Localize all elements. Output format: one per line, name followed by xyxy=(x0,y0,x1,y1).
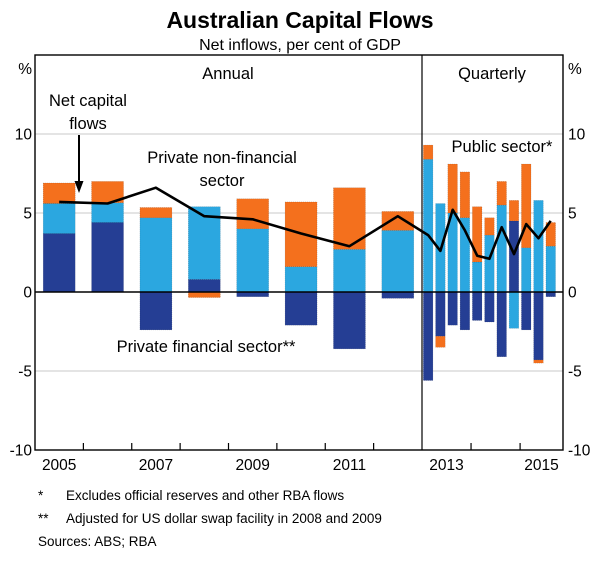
bar-segment-public xyxy=(423,144,434,160)
bar-segment-private_financial xyxy=(533,291,544,361)
bar-segment-public xyxy=(521,163,532,248)
svg-text:sector: sector xyxy=(200,172,245,190)
plot-geometry: 10 10 5 5 0 0 -5 -5 -10 -10 2005 2007 2009 2011 2013 20… xyxy=(10,54,591,474)
chart-labels: Australian Capital Flows Net inflows, pe… xyxy=(18,7,582,549)
y-tick-label-right: -10 xyxy=(568,443,591,460)
bar-segment-private_nonfinancial xyxy=(284,266,318,293)
y-tick-label-left: 10 xyxy=(15,127,33,144)
svg-text:flows: flows xyxy=(69,115,107,133)
x-tick-label: 2005 xyxy=(42,457,76,474)
x-tick-label: 2015 xyxy=(524,457,558,474)
y-tick-label-right: 0 xyxy=(568,285,577,302)
bar-segment-private_financial xyxy=(496,291,507,357)
chart-title: Australian Capital Flows xyxy=(166,7,433,33)
x-tick-label: 2007 xyxy=(139,457,173,474)
x-tick-label: 2011 xyxy=(333,457,366,474)
bar-segment-public xyxy=(91,181,124,203)
bar-segment-private_nonfinancial xyxy=(381,230,415,293)
plot-border xyxy=(34,54,564,451)
y-tick-label-left: -5 xyxy=(18,364,32,381)
bar-segment-private_financial xyxy=(236,291,269,297)
footnote-text: Adjusted for US dollar swap facility in … xyxy=(66,511,382,526)
public-sector-label: Public sector* xyxy=(452,138,553,156)
bar-segment-private_nonfinancial xyxy=(472,261,483,293)
bar-segment-private_financial xyxy=(91,222,124,293)
bar-segment-private_financial xyxy=(381,291,415,299)
y-tick-label-left: -10 xyxy=(10,443,33,460)
private-financial-label: Private financial sector** xyxy=(117,338,296,356)
panel-label-quarterly: Quarterly xyxy=(458,65,527,83)
bar-segment-private_financial xyxy=(459,291,470,331)
bar-segment-public xyxy=(472,206,483,263)
panel-label-annual: Annual xyxy=(202,65,253,83)
bar-segment-private_financial xyxy=(545,291,556,297)
bar-segment-public xyxy=(533,359,544,364)
bar-segment-private_financial xyxy=(333,291,366,350)
bar-segment-public xyxy=(496,181,507,206)
y-axis-unit-right: % xyxy=(568,61,582,78)
net-capital-flows-label: Net capital flows xyxy=(49,92,127,133)
bar-segment-private_financial xyxy=(42,233,76,293)
bar-segment-private_nonfinancial xyxy=(533,200,544,293)
bar-segment-private_nonfinancial xyxy=(484,234,495,293)
bar-segment-public xyxy=(236,198,269,229)
bar-segment-public xyxy=(459,171,470,218)
bar-segment-private_financial xyxy=(139,291,173,331)
y-axis-unit-left: % xyxy=(18,61,32,78)
private-nonfinancial-label: Private non-financial sector xyxy=(147,149,297,190)
footnote-marker: ** xyxy=(38,511,49,526)
bar-segment-private_financial xyxy=(447,291,458,326)
bar-segment-private_financial xyxy=(508,220,519,293)
bar-segment-public xyxy=(42,182,76,204)
y-tick-label-left: 5 xyxy=(23,206,32,223)
footnote-asterisk: * Excludes official reserves and other R… xyxy=(38,488,344,503)
bar-segment-private_nonfinancial xyxy=(496,204,507,293)
bar-segment-public xyxy=(381,211,415,231)
bar-segment-private_financial xyxy=(484,291,495,323)
bar-segment-public xyxy=(447,163,458,214)
bar-segment-public xyxy=(188,291,221,298)
bar-segment-private_nonfinancial xyxy=(139,217,173,293)
bar-segment-private_nonfinancial xyxy=(91,202,124,223)
bar-segment-private_financial xyxy=(284,291,318,326)
net-capital-flows-line xyxy=(59,186,552,261)
svg-text:Net capital: Net capital xyxy=(49,92,127,110)
footnote-double-asterisk: ** Adjusted for US dollar swap facility … xyxy=(38,511,382,526)
x-tick-label: 2009 xyxy=(235,457,269,474)
bar-segment-private_nonfinancial xyxy=(236,228,269,293)
x-tick-label: 2013 xyxy=(429,457,463,474)
bar-segment-private_nonfinancial xyxy=(188,206,221,280)
bar-segment-private_financial xyxy=(435,291,446,337)
svg-text:Private non-financial: Private non-financial xyxy=(147,149,297,167)
bar-segment-private_nonfinancial xyxy=(521,247,532,293)
bar-segment-private_nonfinancial xyxy=(42,203,76,234)
bar-segment-public xyxy=(435,336,446,348)
footnote-marker: * xyxy=(38,488,44,503)
sources-text: Sources: ABS; RBA xyxy=(38,534,157,549)
bar-segment-public xyxy=(508,200,519,222)
bar-segment-private_nonfinancial xyxy=(333,249,366,293)
bar-segment-public xyxy=(139,207,173,218)
chart-subtitle: Net inflows, per cent of GDP xyxy=(199,37,401,54)
bar-segment-private_nonfinancial xyxy=(423,159,434,293)
net-flows-arrow xyxy=(74,135,84,193)
bar-segment-private_financial xyxy=(472,291,483,321)
y-tick-label-right: 5 xyxy=(568,206,577,223)
bar-segment-public xyxy=(484,217,495,236)
y-tick-label-right: 10 xyxy=(568,127,586,144)
bar-segment-private_financial xyxy=(423,291,434,381)
footnote-text: Excludes official reserves and other RBA… xyxy=(66,488,344,503)
bar-segment-private_nonfinancial xyxy=(545,245,556,293)
y-tick-label-left: 0 xyxy=(23,285,32,302)
bar-segment-private_nonfinancial xyxy=(508,291,519,329)
bar-segment-private_financial xyxy=(521,291,532,331)
bar-segment-private_financial xyxy=(188,279,221,293)
y-tick-label-right: -5 xyxy=(568,364,582,381)
